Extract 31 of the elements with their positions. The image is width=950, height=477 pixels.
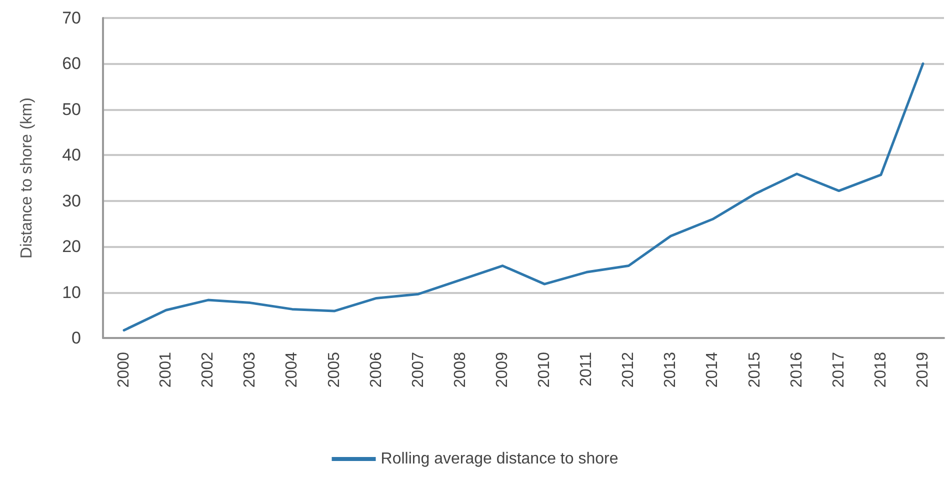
legend-label: Rolling average distance to shore xyxy=(380,450,618,468)
y-tick-label: 60 xyxy=(62,54,81,74)
x-tick-label: 2019 xyxy=(914,352,932,388)
y-axis-title: Distance to shore (km) xyxy=(18,98,36,258)
x-tick-label: 2009 xyxy=(494,352,511,388)
y-tick-label: 50 xyxy=(62,100,81,119)
y-tick-label: 0 xyxy=(72,328,81,348)
y-tick-label: 30 xyxy=(62,191,81,210)
x-tick-label: 2016 xyxy=(788,352,806,388)
x-tick-label: 2018 xyxy=(872,352,890,388)
x-tick-label: 2010 xyxy=(536,352,554,388)
x-tick-label: 2013 xyxy=(662,352,680,388)
x-tick-label: 2005 xyxy=(326,352,343,388)
x-tick-label: 2006 xyxy=(368,352,385,388)
x-tick-label: 2007 xyxy=(410,352,427,388)
x-tick-label: 2003 xyxy=(242,352,259,388)
x-tick-label: 2011 xyxy=(578,352,596,386)
x-tick-label: 2001 xyxy=(158,352,175,388)
y-tick-label: 70 xyxy=(62,8,81,28)
x-tick-label: 2002 xyxy=(200,352,217,388)
line-series xyxy=(122,62,924,332)
x-tick-label: 2008 xyxy=(452,352,469,388)
x-tick-label: 2012 xyxy=(620,352,638,388)
y-tick-label: 10 xyxy=(62,282,81,302)
x-tick-label: 2015 xyxy=(746,352,764,388)
x-tick-label: 2014 xyxy=(704,352,722,388)
x-tick-label: 2017 xyxy=(830,352,848,388)
x-tick-label: 2004 xyxy=(284,352,301,388)
x-tick-label: 2000 xyxy=(116,352,133,388)
y-tick-label: 20 xyxy=(62,237,81,256)
y-tick-label: 40 xyxy=(62,146,81,165)
